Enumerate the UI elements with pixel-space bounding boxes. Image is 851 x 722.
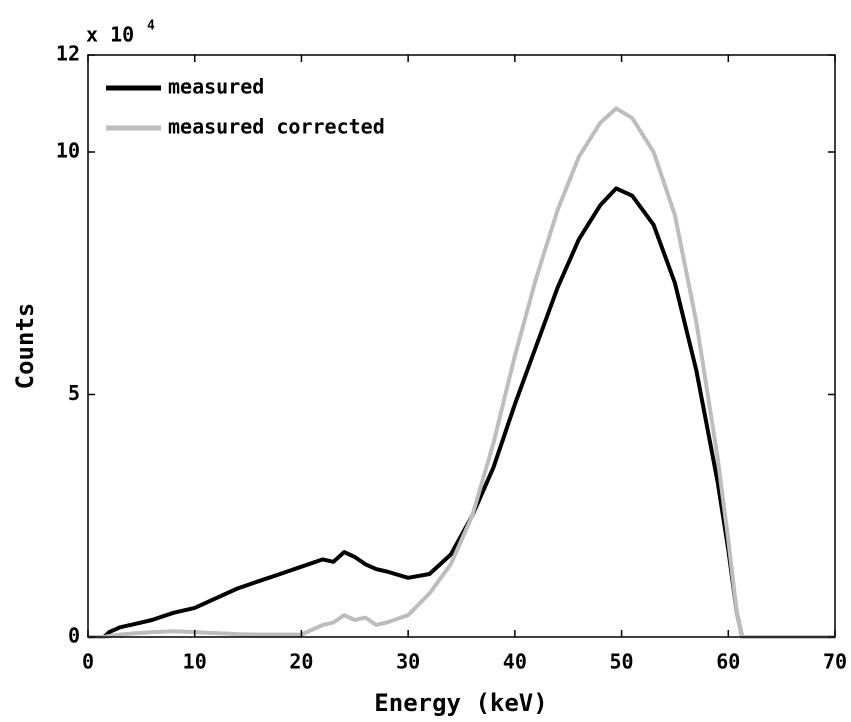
plot-frame — [87, 54, 836, 638]
y-tick-label: 5 — [68, 381, 80, 405]
legend-label: measured — [168, 75, 264, 99]
series-line — [88, 106, 835, 639]
x-tick-label: 0 — [82, 650, 94, 674]
y-tick-label: 10 — [56, 139, 80, 163]
y-tick-label: 0 — [68, 624, 80, 648]
series-line — [88, 186, 835, 639]
y-tick-label: 12 — [56, 42, 80, 66]
x-tick-label: 10 — [183, 650, 207, 674]
x-tick-label: 70 — [823, 650, 847, 674]
x-axis-label: Energy (keV) — [374, 689, 547, 717]
x-tick-label: 30 — [396, 650, 420, 674]
y-scale-exponent: 4 — [147, 19, 155, 34]
x-tick-label: 60 — [716, 650, 740, 674]
x-tick-label: 20 — [289, 650, 313, 674]
x-tick-label: 50 — [610, 650, 634, 674]
y-scale-label: x 10 — [86, 23, 134, 47]
y-axis-label: Counts — [11, 303, 39, 390]
legend-label: measured corrected — [168, 115, 385, 139]
x-tick-label: 40 — [503, 650, 527, 674]
